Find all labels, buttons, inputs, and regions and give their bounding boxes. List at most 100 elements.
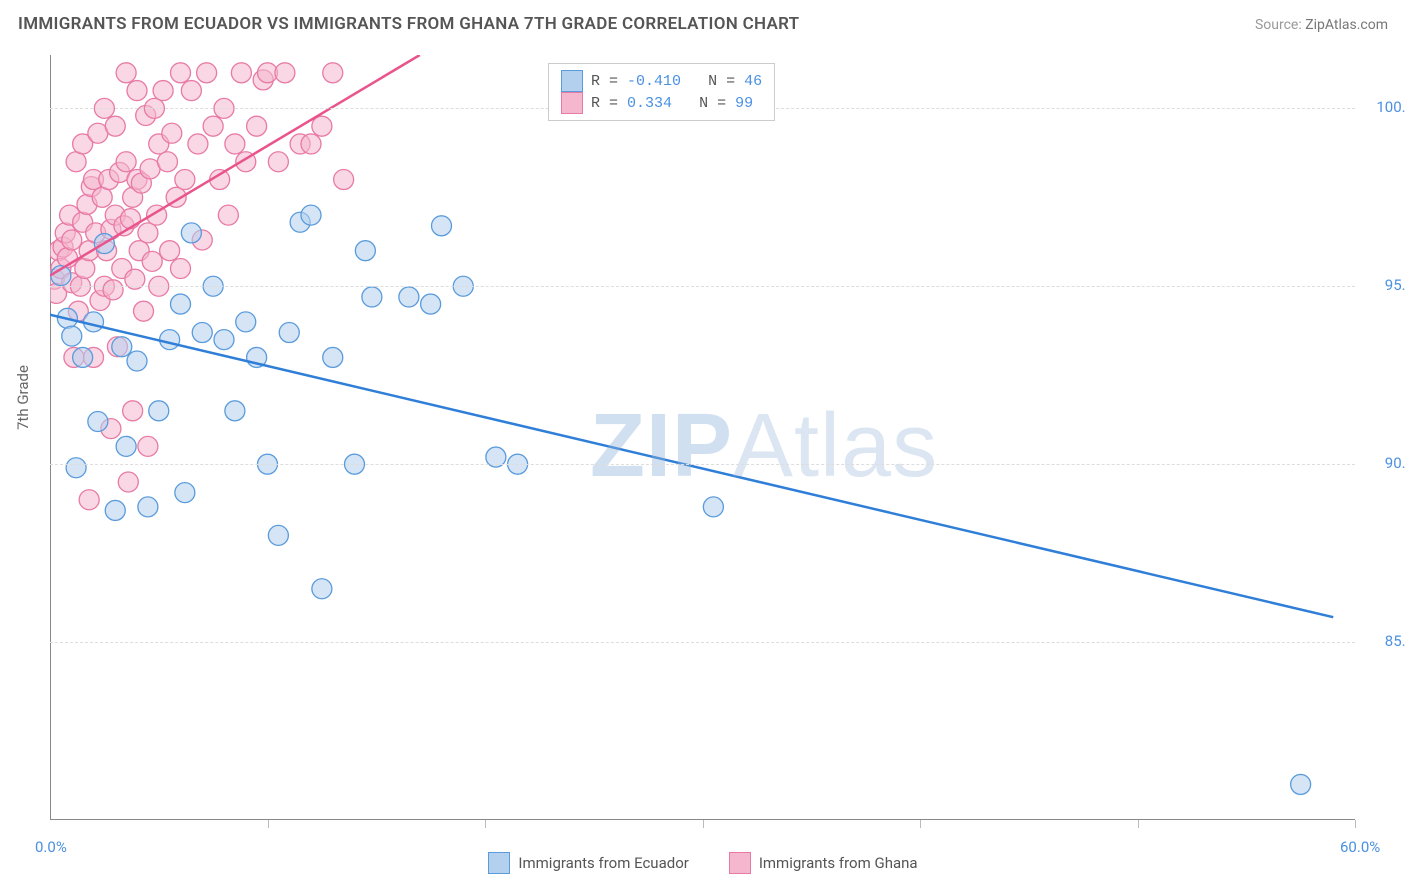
data-point-ghana bbox=[323, 63, 343, 83]
data-point-ecuador bbox=[323, 347, 343, 367]
x-tick bbox=[703, 820, 704, 828]
data-point-ghana bbox=[334, 170, 354, 190]
data-point-ghana bbox=[127, 81, 147, 101]
legend-swatch bbox=[561, 92, 583, 114]
data-point-ghana bbox=[123, 401, 143, 421]
data-point-ecuador bbox=[181, 223, 201, 243]
data-point-ecuador bbox=[171, 294, 191, 314]
data-point-ghana bbox=[312, 116, 332, 136]
data-point-ghana bbox=[138, 436, 158, 456]
y-tick-label: 90.0% bbox=[1365, 454, 1406, 472]
data-point-ecuador bbox=[149, 401, 169, 421]
data-point-ghana bbox=[171, 258, 191, 278]
chart-title: IMMIGRANTS FROM ECUADOR VS IMMIGRANTS FR… bbox=[18, 14, 799, 34]
data-point-ecuador bbox=[399, 287, 419, 307]
data-point-ghana bbox=[116, 63, 136, 83]
data-point-ecuador bbox=[301, 205, 321, 225]
data-point-ghana bbox=[134, 301, 154, 321]
legend-item: Immigrants from Ghana bbox=[729, 852, 918, 874]
data-point-ghana bbox=[175, 170, 195, 190]
data-point-ecuador bbox=[112, 337, 132, 357]
data-point-ghana bbox=[231, 63, 251, 83]
data-point-ghana bbox=[66, 152, 86, 172]
data-point-ghana bbox=[268, 152, 288, 172]
source-label: Source: ZipAtlas.com bbox=[1255, 17, 1388, 33]
data-point-ecuador bbox=[236, 312, 256, 332]
data-point-ecuador bbox=[175, 483, 195, 503]
legend-label: Immigrants from Ecuador bbox=[518, 854, 688, 872]
legend-swatch bbox=[729, 852, 751, 874]
grid-line bbox=[50, 464, 1355, 465]
legend-swatch bbox=[561, 70, 583, 92]
data-point-ecuador bbox=[73, 347, 93, 367]
data-point-ghana bbox=[301, 134, 321, 154]
data-point-ecuador bbox=[225, 401, 245, 421]
data-point-ghana bbox=[218, 205, 238, 225]
source-link[interactable]: ZipAtlas.com bbox=[1305, 17, 1388, 33]
data-point-ghana bbox=[79, 490, 99, 510]
data-point-ghana bbox=[188, 134, 208, 154]
data-point-ecuador bbox=[62, 326, 82, 346]
x-tick bbox=[920, 820, 921, 828]
data-point-ghana bbox=[75, 258, 95, 278]
data-point-ghana bbox=[197, 63, 217, 83]
x-tick bbox=[268, 820, 269, 828]
stats-legend: R = -0.410 N = 46R = 0.334 N = 99 bbox=[548, 63, 775, 121]
scatter-plot bbox=[50, 55, 1355, 820]
y-axis-label: 7th Grade bbox=[14, 365, 32, 430]
data-point-ecuador bbox=[127, 351, 147, 371]
data-point-ecuador bbox=[279, 323, 299, 343]
data-point-ghana bbox=[138, 223, 158, 243]
grid-line bbox=[50, 286, 1355, 287]
data-point-ghana bbox=[203, 116, 223, 136]
data-point-ecuador bbox=[355, 241, 375, 261]
series-legend: Immigrants from Ecuador Immigrants from G… bbox=[0, 852, 1406, 874]
data-point-ghana bbox=[142, 251, 162, 271]
data-point-ecuador bbox=[88, 411, 108, 431]
data-point-ghana bbox=[171, 63, 191, 83]
data-point-ghana bbox=[116, 152, 136, 172]
data-point-ecuador bbox=[138, 497, 158, 517]
y-tick-label: 85.0% bbox=[1365, 632, 1406, 650]
data-point-ghana bbox=[62, 230, 82, 250]
data-point-ecuador bbox=[432, 216, 452, 236]
legend-stat-row: R = 0.334 N = 99 bbox=[561, 92, 762, 114]
data-point-ecuador bbox=[105, 500, 125, 520]
legend-swatch bbox=[488, 852, 510, 874]
trend-line-ecuador bbox=[50, 315, 1333, 617]
data-point-ecuador bbox=[84, 312, 104, 332]
grid-line bbox=[50, 642, 1355, 643]
data-point-ecuador bbox=[160, 330, 180, 350]
data-point-ghana bbox=[153, 81, 173, 101]
data-point-ecuador bbox=[703, 497, 723, 517]
data-point-ecuador bbox=[421, 294, 441, 314]
y-tick-label: 100.0% bbox=[1365, 98, 1406, 116]
data-point-ghana bbox=[162, 123, 182, 143]
data-point-ghana bbox=[118, 472, 138, 492]
data-point-ecuador bbox=[214, 330, 234, 350]
x-tick bbox=[1138, 820, 1139, 828]
y-tick-label: 95.0% bbox=[1365, 276, 1406, 294]
data-point-ecuador bbox=[268, 525, 288, 545]
data-point-ghana bbox=[225, 134, 245, 154]
legend-label: Immigrants from Ghana bbox=[759, 854, 918, 872]
data-point-ghana bbox=[157, 152, 177, 172]
data-point-ghana bbox=[92, 187, 112, 207]
data-point-ghana bbox=[275, 63, 295, 83]
data-point-ghana bbox=[120, 209, 140, 229]
data-point-ecuador bbox=[1291, 774, 1311, 794]
legend-item: Immigrants from Ecuador bbox=[488, 852, 688, 874]
data-point-ghana bbox=[105, 116, 125, 136]
data-point-ecuador bbox=[362, 287, 382, 307]
data-point-ghana bbox=[103, 280, 123, 300]
data-point-ghana bbox=[181, 81, 201, 101]
data-point-ecuador bbox=[312, 579, 332, 599]
data-point-ecuador bbox=[66, 458, 86, 478]
chart-area: ZIPAtlas R = -0.410 N = 46R = 0.334 N = … bbox=[50, 55, 1355, 820]
x-tick bbox=[1355, 820, 1356, 828]
data-point-ecuador bbox=[116, 436, 136, 456]
data-point-ghana bbox=[160, 241, 180, 261]
x-tick bbox=[485, 820, 486, 828]
data-point-ghana bbox=[247, 116, 267, 136]
legend-stat-row: R = -0.410 N = 46 bbox=[561, 70, 762, 92]
